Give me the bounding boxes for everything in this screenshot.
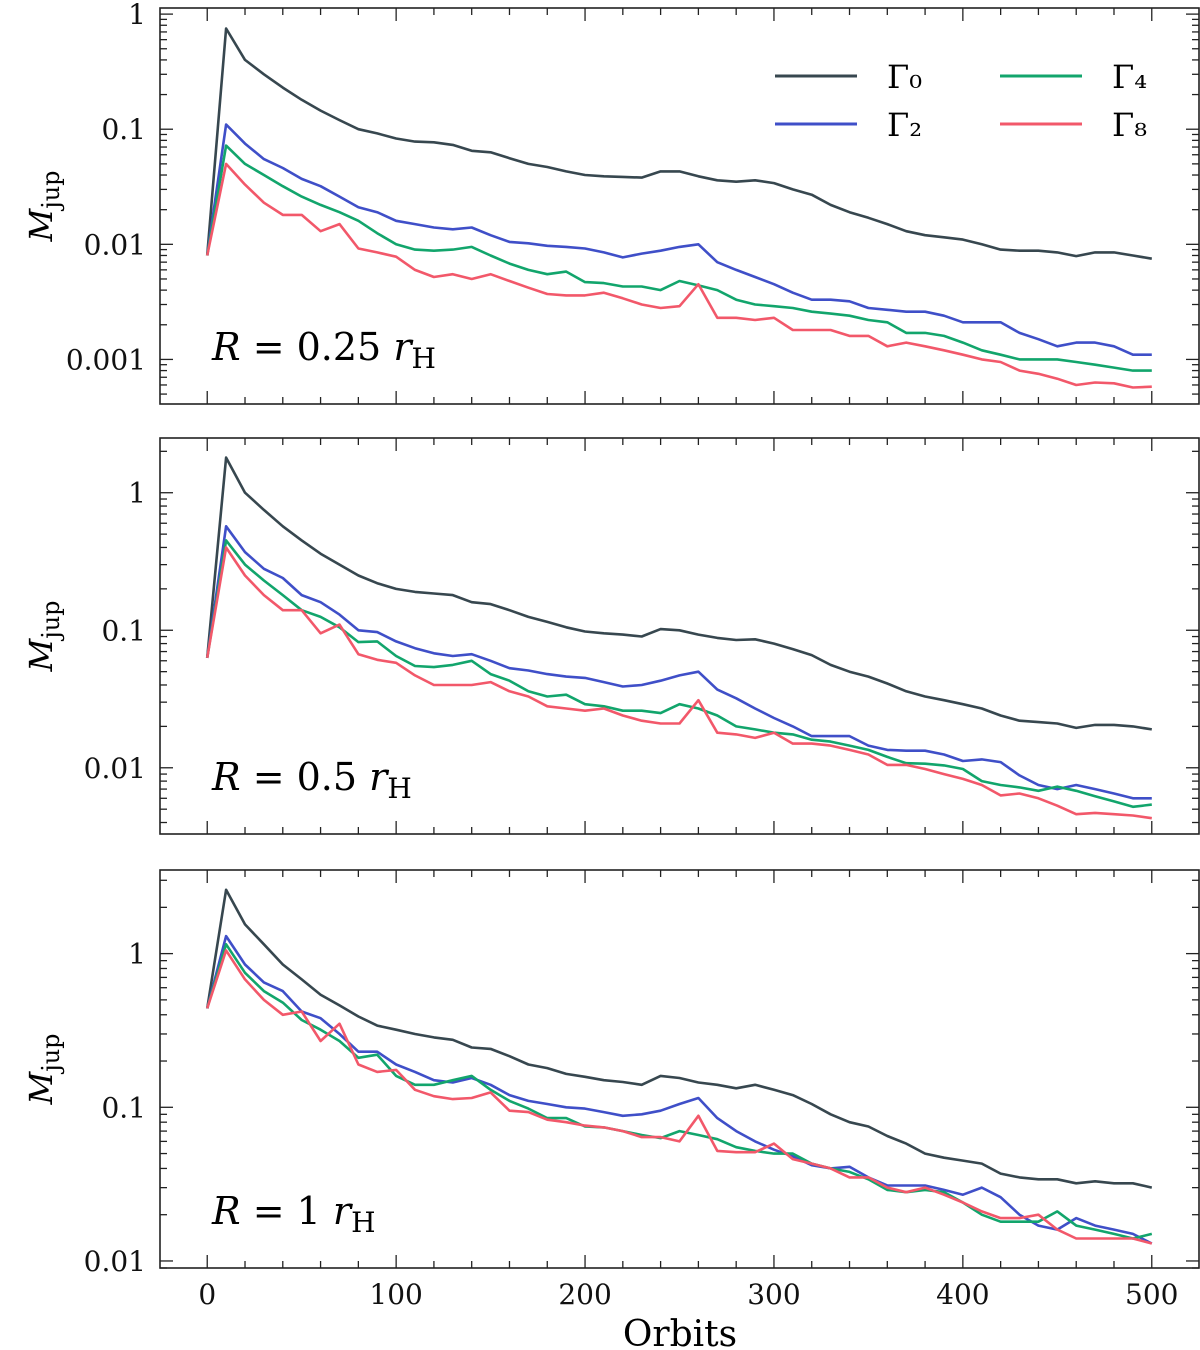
series-line-Γ₀ bbox=[205, 888, 1153, 1189]
panel-2: 1 0.1 0.01 Mjup R = 0.5 rH bbox=[22, 437, 1200, 835]
panel-label-unit-subscript: H bbox=[411, 342, 435, 375]
y-tick-label: 0.1 bbox=[101, 614, 146, 647]
series-line-Γ₈ bbox=[205, 162, 1152, 389]
plot-frame bbox=[159, 869, 1200, 1269]
y-tick-label: 0.01 bbox=[84, 228, 146, 261]
x-tick-label: 300 bbox=[747, 1278, 800, 1311]
series-line-Γ₂ bbox=[205, 123, 1152, 357]
y-axis-label-symbol: M bbox=[22, 208, 60, 243]
series-line-Γ₄ bbox=[205, 942, 1153, 1240]
panel-label: R = 0.25 rH bbox=[211, 325, 436, 375]
panel-label-var: R bbox=[211, 325, 241, 369]
panel-label-unit-subscript: H bbox=[387, 772, 411, 805]
y-axis-label: Mjup bbox=[22, 1033, 65, 1105]
series-line-Γ₀ bbox=[205, 27, 1153, 260]
y-axis-label-subscript: jup bbox=[37, 600, 65, 641]
legend-label: Γ₂ bbox=[887, 106, 922, 144]
series-line-Γ₀ bbox=[205, 456, 1153, 731]
legend-label: Γ₄ bbox=[1112, 58, 1147, 96]
panel-label: R = 0.5 rH bbox=[211, 755, 412, 805]
x-tick-label: 200 bbox=[558, 1278, 611, 1311]
panel-label-unit: r bbox=[393, 325, 414, 369]
plot-frame bbox=[159, 437, 1200, 835]
series-line-Γ₂ bbox=[205, 934, 1153, 1245]
y-axis-label: Mjup bbox=[22, 600, 65, 672]
panel-label-unit: r bbox=[369, 755, 390, 799]
panel-label-unit-subscript: H bbox=[351, 1206, 375, 1239]
panel-1: 1 0.1 0.01 0.001 Mjup R = 0.25 rH Γ₀ Γ₂ Γ₄ Γ₈ bbox=[22, 0, 1200, 405]
legend: Γ₀ Γ₂ Γ₄ Γ₈ bbox=[775, 58, 1147, 144]
panel-label-value: = 1 bbox=[241, 1189, 333, 1233]
legend-label: Γ₀ bbox=[887, 58, 922, 96]
y-axis-label: Mjup bbox=[22, 170, 65, 242]
x-tick-label: 100 bbox=[369, 1278, 422, 1311]
series-line-Γ₄ bbox=[205, 539, 1152, 809]
y-tick-label: 0.1 bbox=[101, 113, 146, 146]
panel-label-var: R bbox=[211, 1189, 241, 1233]
y-axis-label-subscript: jup bbox=[37, 1033, 65, 1074]
legend-label: Γ₈ bbox=[1112, 106, 1147, 144]
x-tick-label: 500 bbox=[1125, 1278, 1178, 1311]
panel-label: R = 1 rH bbox=[211, 1189, 375, 1239]
series-line-Γ₈ bbox=[205, 949, 1153, 1245]
plot-frame bbox=[159, 7, 1200, 405]
panel-3: 1 0.1 0.01 Mjup R = 1 rH bbox=[22, 869, 1200, 1278]
series-line-Γ₄ bbox=[205, 144, 1152, 372]
y-tick-label: 1 bbox=[128, 0, 146, 31]
y-tick-label: 0.01 bbox=[84, 1245, 146, 1278]
series-line-Γ₈ bbox=[205, 546, 1152, 820]
panel-label-value: = 0.5 bbox=[241, 755, 370, 799]
panel-label-value: = 0.25 bbox=[241, 325, 394, 369]
panel-label-unit: r bbox=[333, 1189, 354, 1233]
y-tick-label: 0.1 bbox=[101, 1091, 146, 1124]
x-tick-label: 400 bbox=[936, 1278, 989, 1311]
y-tick-label: 1 bbox=[128, 477, 146, 510]
y-axis-label-symbol: M bbox=[22, 638, 60, 673]
y-tick-label: 1 bbox=[128, 938, 146, 971]
y-axis-label-symbol: M bbox=[22, 1071, 60, 1106]
y-tick-label: 0.01 bbox=[84, 752, 146, 785]
y-tick-label: 0.001 bbox=[66, 343, 146, 376]
x-axis-label: Orbits bbox=[623, 1314, 737, 1350]
panel-label-var: R bbox=[211, 755, 241, 799]
y-axis-label-subscript: jup bbox=[37, 170, 65, 211]
x-tick-label: 0 bbox=[198, 1278, 216, 1311]
series-line-Γ₂ bbox=[205, 524, 1152, 800]
